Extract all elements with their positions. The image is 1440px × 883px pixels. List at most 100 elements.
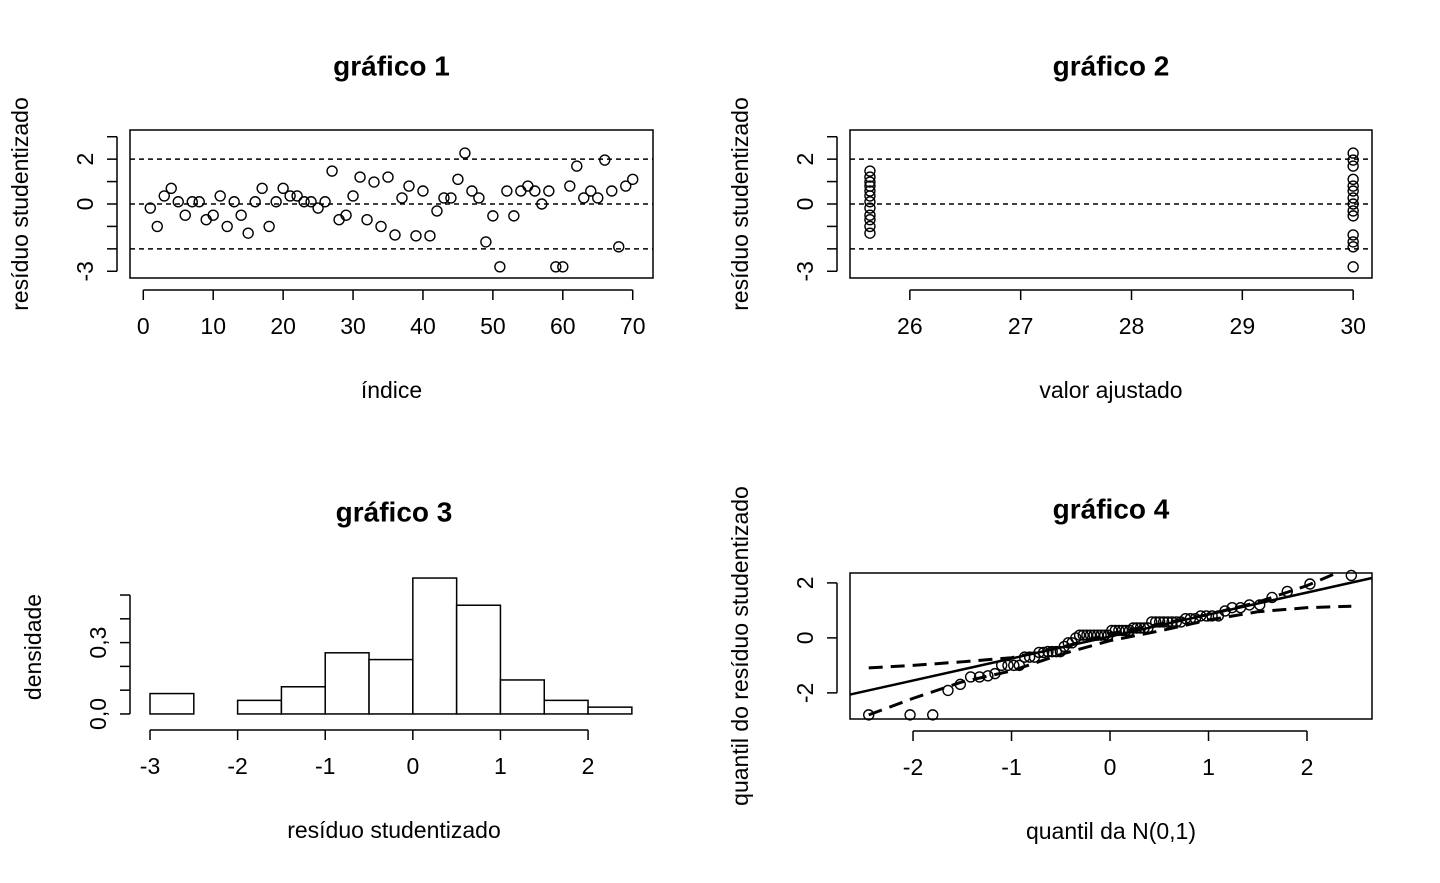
- point: [557, 261, 569, 273]
- point: [613, 241, 625, 253]
- point: [445, 192, 457, 204]
- point: [487, 210, 499, 222]
- point: [578, 192, 590, 204]
- point: [1347, 241, 1359, 253]
- y-tick-label: -3: [792, 261, 818, 281]
- point: [585, 185, 597, 197]
- point: [863, 709, 875, 721]
- plot-frame: [849, 572, 1373, 720]
- x-tick-label: 27: [1008, 313, 1034, 339]
- point: [864, 213, 876, 226]
- point: [473, 192, 485, 204]
- point: [298, 196, 310, 208]
- x-tick-label: 1: [494, 753, 507, 779]
- point: [864, 165, 876, 177]
- y-axis-label: densidade: [20, 594, 46, 700]
- point: [1050, 645, 1063, 658]
- y-tick-label: 0,0: [85, 698, 111, 730]
- point: [361, 213, 373, 226]
- point: [864, 190, 876, 202]
- point: [1347, 198, 1359, 210]
- point: [165, 182, 177, 195]
- bar: [236, 699, 283, 715]
- panel-title: gráfico 3: [336, 496, 453, 527]
- point: [543, 185, 555, 197]
- x-tick-label: -2: [227, 753, 247, 779]
- point: [158, 190, 170, 202]
- point: [1347, 210, 1359, 222]
- point: [927, 709, 939, 721]
- point: [864, 176, 876, 188]
- x-tick-label: 60: [550, 313, 576, 339]
- point: [550, 261, 562, 273]
- point: [277, 182, 289, 195]
- point: [529, 185, 541, 197]
- point: [235, 209, 247, 221]
- point: [1347, 229, 1359, 241]
- point: [354, 171, 366, 183]
- point: [620, 180, 632, 192]
- point: [431, 205, 443, 217]
- point: [1347, 147, 1359, 159]
- point: [1345, 569, 1358, 582]
- point: [186, 196, 198, 208]
- point: [864, 220, 876, 233]
- bar: [499, 679, 545, 715]
- point: [284, 190, 296, 202]
- point: [1347, 192, 1359, 204]
- point: [627, 173, 639, 186]
- x-tick-label: -1: [315, 753, 335, 779]
- point: [1002, 659, 1014, 672]
- point: [249, 196, 261, 208]
- y-axis-label: resíduo studentizado: [7, 97, 33, 311]
- point: [291, 190, 303, 202]
- x-tick-label: -3: [140, 753, 160, 779]
- point: [1077, 629, 1089, 641]
- point: [571, 160, 583, 172]
- x-tick-label: 30: [340, 313, 366, 339]
- point: [1157, 616, 1170, 628]
- x-tick-label: 2: [582, 753, 595, 779]
- x-tick-label: 2: [1301, 754, 1314, 780]
- point: [1073, 629, 1086, 641]
- point: [452, 173, 464, 186]
- point: [417, 185, 429, 197]
- x-tick-label: 0: [137, 313, 150, 339]
- point: [221, 220, 233, 233]
- point: [536, 198, 548, 210]
- point: [522, 180, 534, 192]
- point: [564, 180, 576, 192]
- y-axis-label: quantil do resíduo studentizado: [727, 486, 753, 806]
- point: [340, 209, 352, 221]
- point: [864, 185, 876, 197]
- x-tick-label: 50: [480, 313, 506, 339]
- x-tick-label: 40: [410, 313, 436, 339]
- point: [1347, 236, 1359, 248]
- point: [375, 220, 387, 233]
- y-tick-label: 2: [792, 153, 818, 166]
- point: [1116, 624, 1129, 637]
- panel-title: gráfico 2: [1053, 50, 1170, 81]
- y-tick-label: -2: [792, 683, 818, 703]
- point: [1153, 616, 1166, 628]
- point: [403, 180, 415, 192]
- point: [864, 171, 876, 183]
- x-tick-label: 30: [1340, 313, 1366, 339]
- point: [424, 230, 436, 242]
- envelope-upper: [868, 571, 1338, 670]
- point: [1095, 629, 1107, 641]
- point: [864, 209, 876, 221]
- x-axis-label: resíduo studentizado: [287, 817, 501, 843]
- point: [214, 190, 226, 202]
- point: [305, 196, 317, 208]
- point: [1347, 173, 1359, 186]
- point: [904, 709, 916, 721]
- y-axis-label: resíduo studentizado: [727, 97, 753, 311]
- y-tick-label: 0: [72, 198, 98, 211]
- point: [396, 192, 408, 204]
- point: [515, 185, 527, 197]
- point: [410, 230, 422, 242]
- point: [1347, 180, 1359, 192]
- point: [326, 165, 338, 177]
